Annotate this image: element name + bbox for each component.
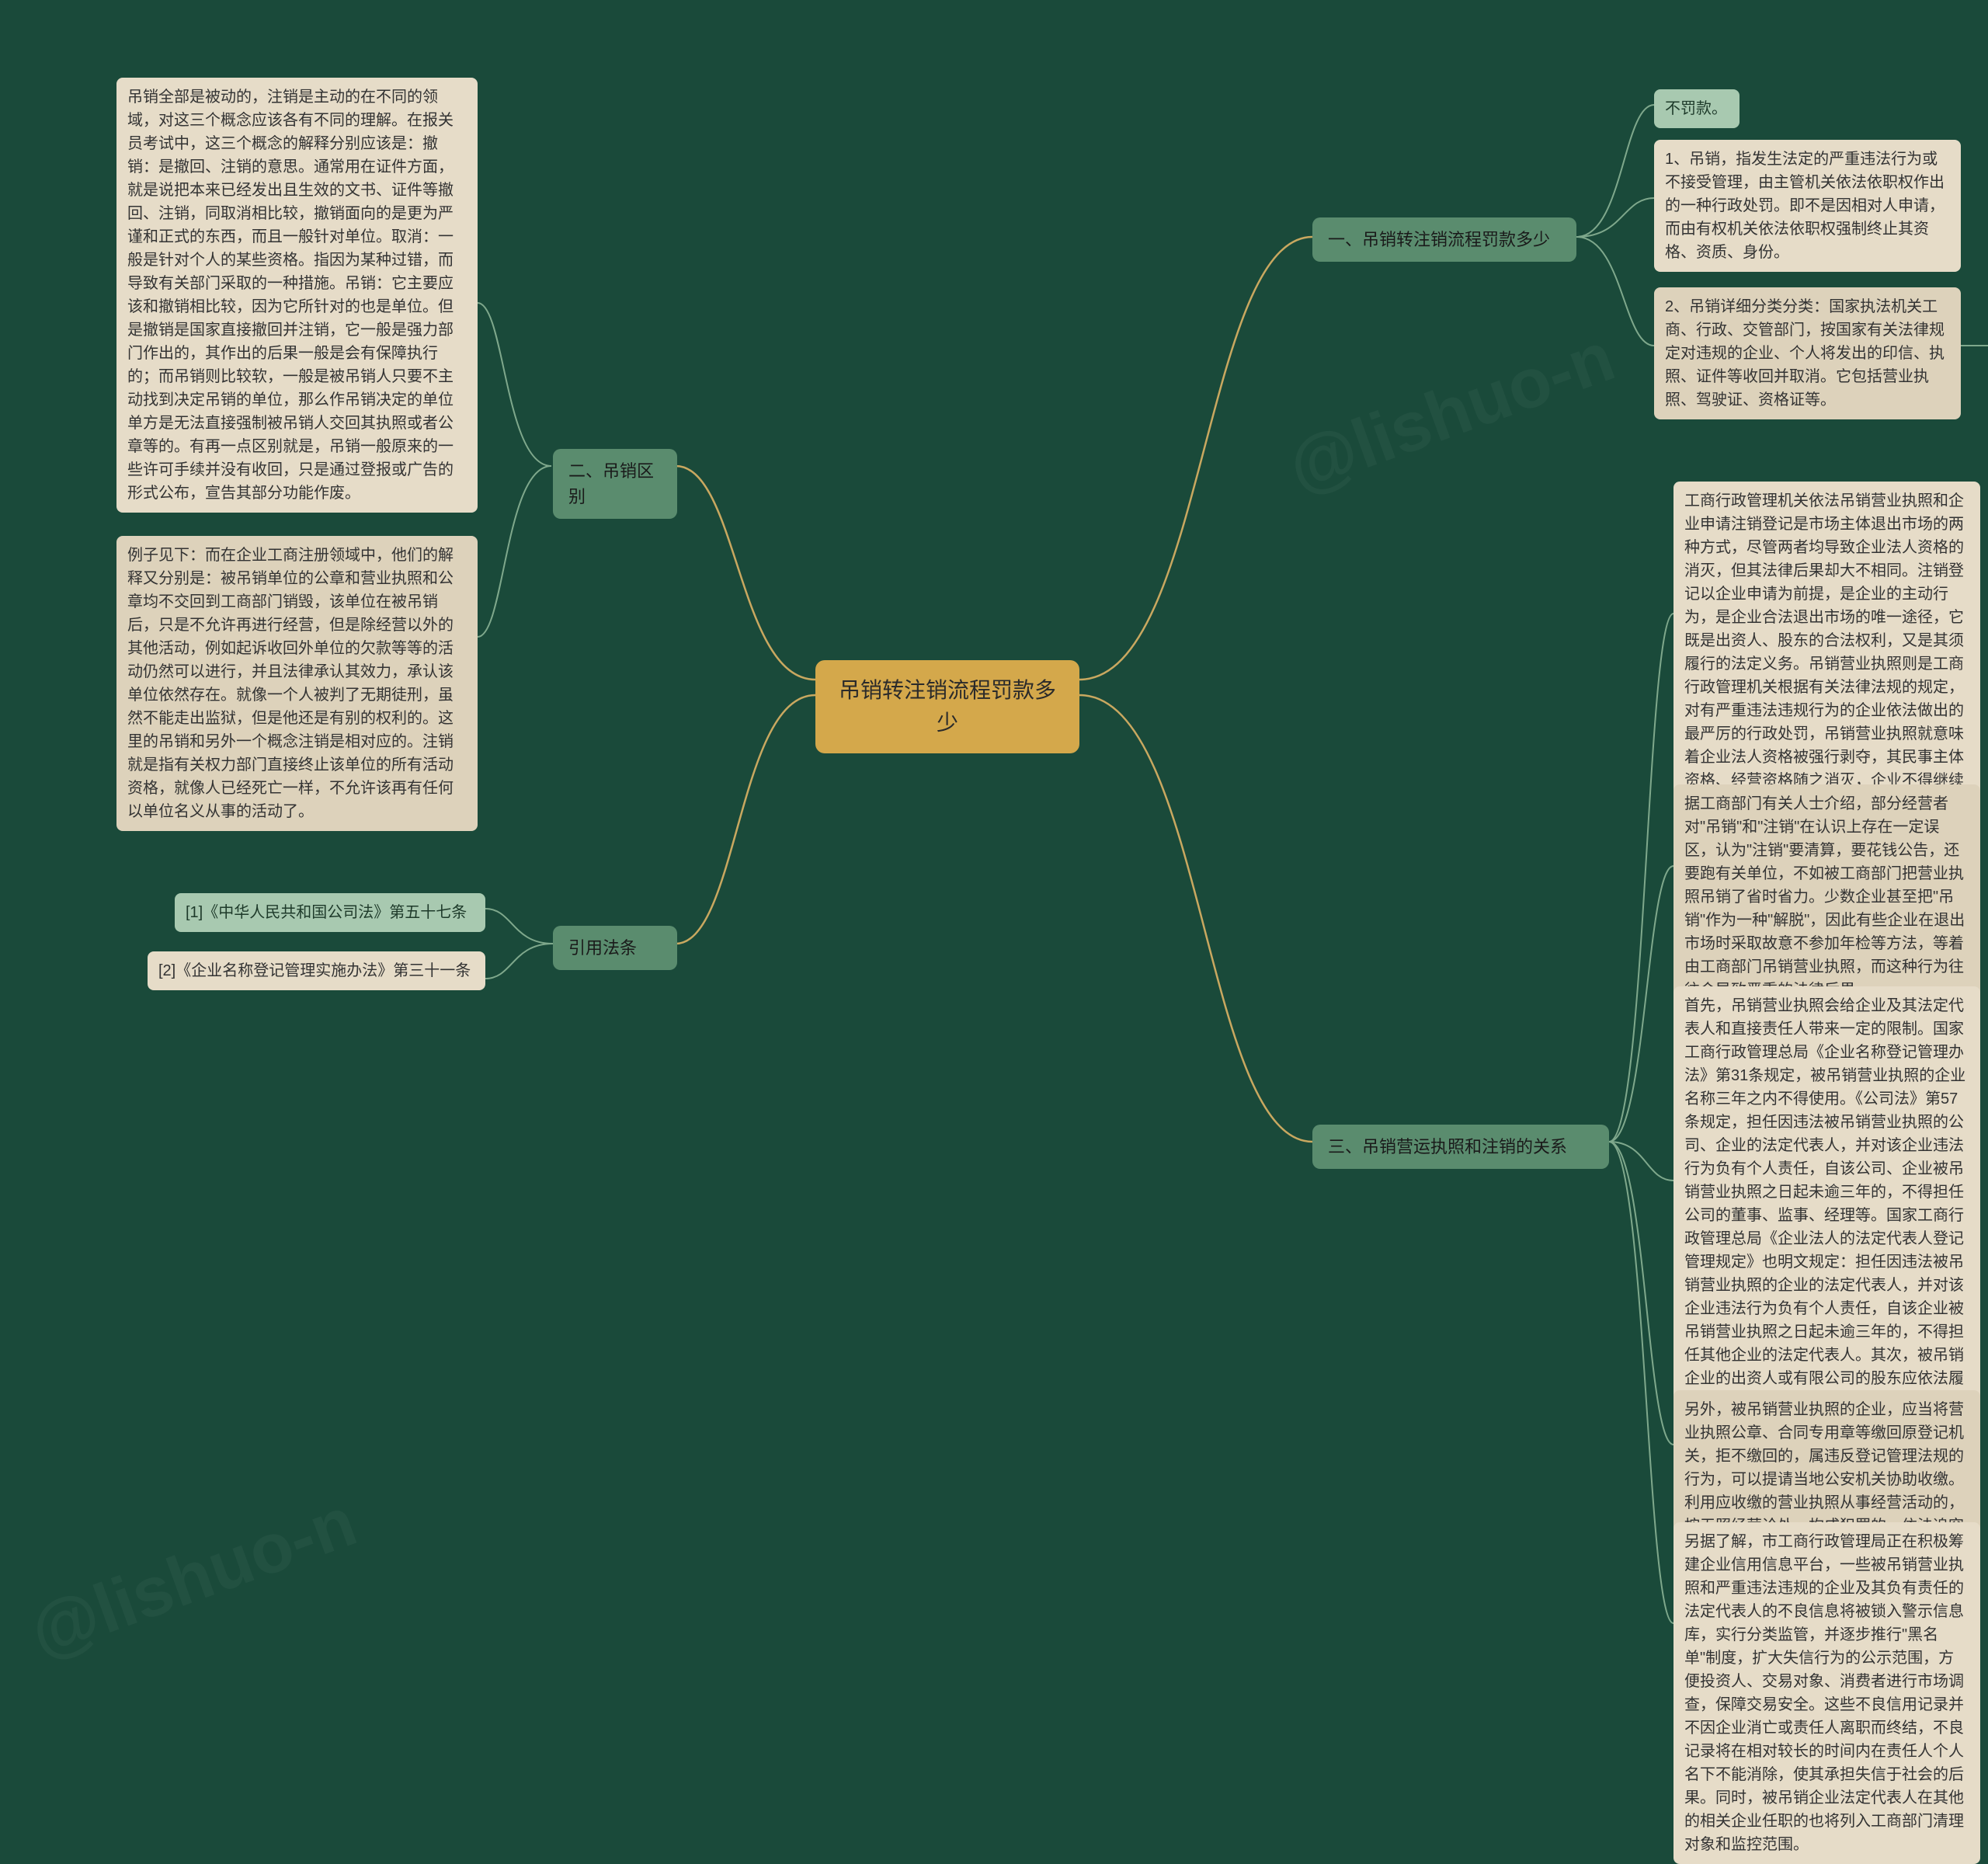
branch2-child2[interactable]: 例子见下：而在企业工商注册领域中，他们的解释又分别是：被吊销单位的公章和营业执照… [116,536,478,831]
leaf-text: 1、吊销，指发生法定的严重违法行为或不接受管理，由主管机关依法依职权作出的一种行… [1665,151,1945,261]
branch2-label: 二、吊销区别 [568,461,654,506]
leaf-text: 工商行政管理机关依法吊销营业执照和企业申请注销登记是市场主体退出市场的两种方式，… [1684,492,1964,812]
leaf-text: 不罚款。 [1665,100,1727,117]
branch1-child1[interactable]: 不罚款。 [1654,89,1740,128]
leaf-text: [1]《中华人民共和国公司法》第五十七条 [186,904,467,921]
leaf-text: 2、吊销详细分类分类：国家执法机关工商、行政、交管部门，按国家有关法律规定对违规… [1665,298,1945,409]
root-label: 吊销转注销流程罚款多少 [839,678,1056,735]
branch4-child2[interactable]: [2]《企业名称登记管理实施办法》第三十一条 [148,951,485,990]
watermark: @lishuo-n [1278,317,1625,508]
branch3-child3[interactable]: 首先，吊销营业执照会给企业及其法定代表人和直接责任人带来一定的限制。国家工商行政… [1673,986,1980,1445]
branch1-child3[interactable]: 2、吊销详细分类分类：国家执法机关工商、行政、交管部门，按国家有关法律规定对违规… [1654,287,1961,419]
branch2-node[interactable]: 二、吊销区别 [553,449,677,519]
leaf-text: [2]《企业名称登记管理实施办法》第三十一条 [158,962,471,979]
branch1-node[interactable]: 一、吊销转注销流程罚款多少 [1312,217,1576,262]
leaf-text: 据工商部门有关人士介绍，部分经营者对"吊销"和"注销"在认识上存在一定误区，认为… [1684,795,1965,999]
leaf-text: 吊销全部是被动的，注销是主动的在不同的领域，对这三个概念应该各有不同的理解。在报… [127,89,454,502]
leaf-text: 另据了解，市工商行政管理局正在积极筹建企业信用信息平台，一些被吊销营业执照和严重… [1684,1533,1964,1853]
branch3-child1[interactable]: 工商行政管理机关依法吊销营业执照和企业申请注销登记是市场主体退出市场的两种方式，… [1673,482,1980,823]
branch1-child2[interactable]: 1、吊销，指发生法定的严重违法行为或不接受管理，由主管机关依法依职权作出的一种行… [1654,140,1961,272]
branch4-node[interactable]: 引用法条 [553,926,677,970]
branch4-child1[interactable]: [1]《中华人民共和国公司法》第五十七条 [175,893,485,932]
branch1-label: 一、吊销转注销流程罚款多少 [1328,230,1550,249]
branch3-child5[interactable]: 另据了解，市工商行政管理局正在积极筹建企业信用信息平台，一些被吊销营业执照和严重… [1673,1522,1980,1864]
branch3-label: 三、吊销营运执照和注销的关系 [1328,1137,1567,1156]
watermark: @lishuo-n [20,1482,367,1673]
branch3-node[interactable]: 三、吊销营运执照和注销的关系 [1312,1125,1609,1169]
branch4-label: 引用法条 [568,938,637,958]
leaf-text: 首先，吊销营业执照会给企业及其法定代表人和直接责任人带来一定的限制。国家工商行政… [1684,997,1965,1434]
leaf-text: 例子见下：而在企业工商注册领域中，他们的解释又分别是：被吊销单位的公章和营业执照… [127,547,454,820]
branch3-child2[interactable]: 据工商部门有关人士介绍，部分经营者对"吊销"和"注销"在认识上存在一定误区，认为… [1673,784,1980,1010]
branch2-child1[interactable]: 吊销全部是被动的，注销是主动的在不同的领域，对这三个概念应该各有不同的理解。在报… [116,78,478,513]
root-node[interactable]: 吊销转注销流程罚款多少 [815,660,1079,753]
